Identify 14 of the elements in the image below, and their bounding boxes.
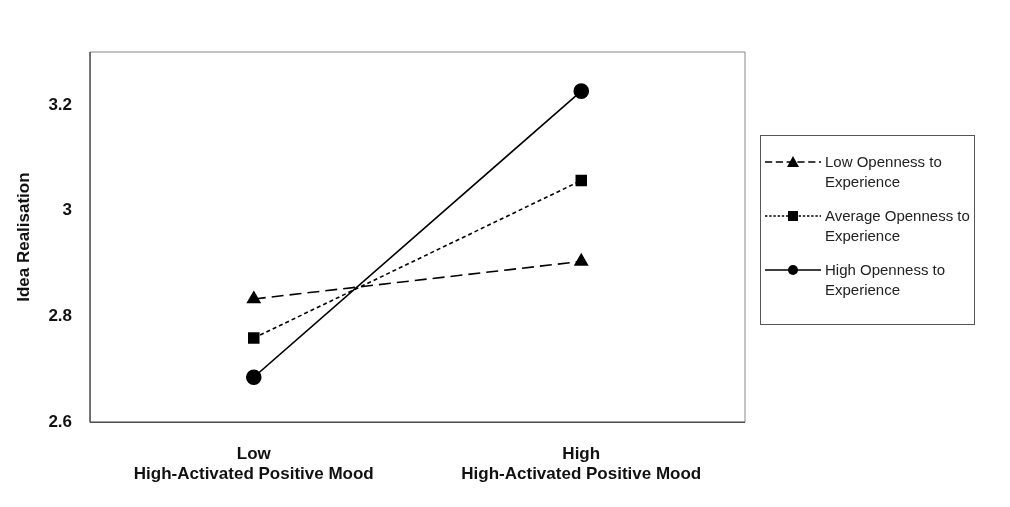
point — [575, 174, 588, 187]
x-tick-label: Low High-Activated Positive Mood — [133, 444, 374, 484]
y-axis-title: Idea Realisation — [13, 172, 33, 302]
point — [245, 369, 262, 386]
legend-label: Low Openness to Experience — [825, 152, 943, 192]
y-tick-label: 3.2 — [48, 94, 73, 114]
y-tick-label: 2.6 — [48, 411, 73, 431]
legend-label: Average Openness to Experience — [825, 206, 971, 246]
x-tick-label: High High-Activated Positive Mood — [461, 444, 702, 484]
y-tick-label: 2.8 — [48, 306, 73, 326]
point — [248, 332, 260, 344]
point — [573, 83, 590, 99]
y-tick-label: 3 — [62, 200, 73, 220]
legend-label: High Openness to Experience — [825, 260, 947, 300]
